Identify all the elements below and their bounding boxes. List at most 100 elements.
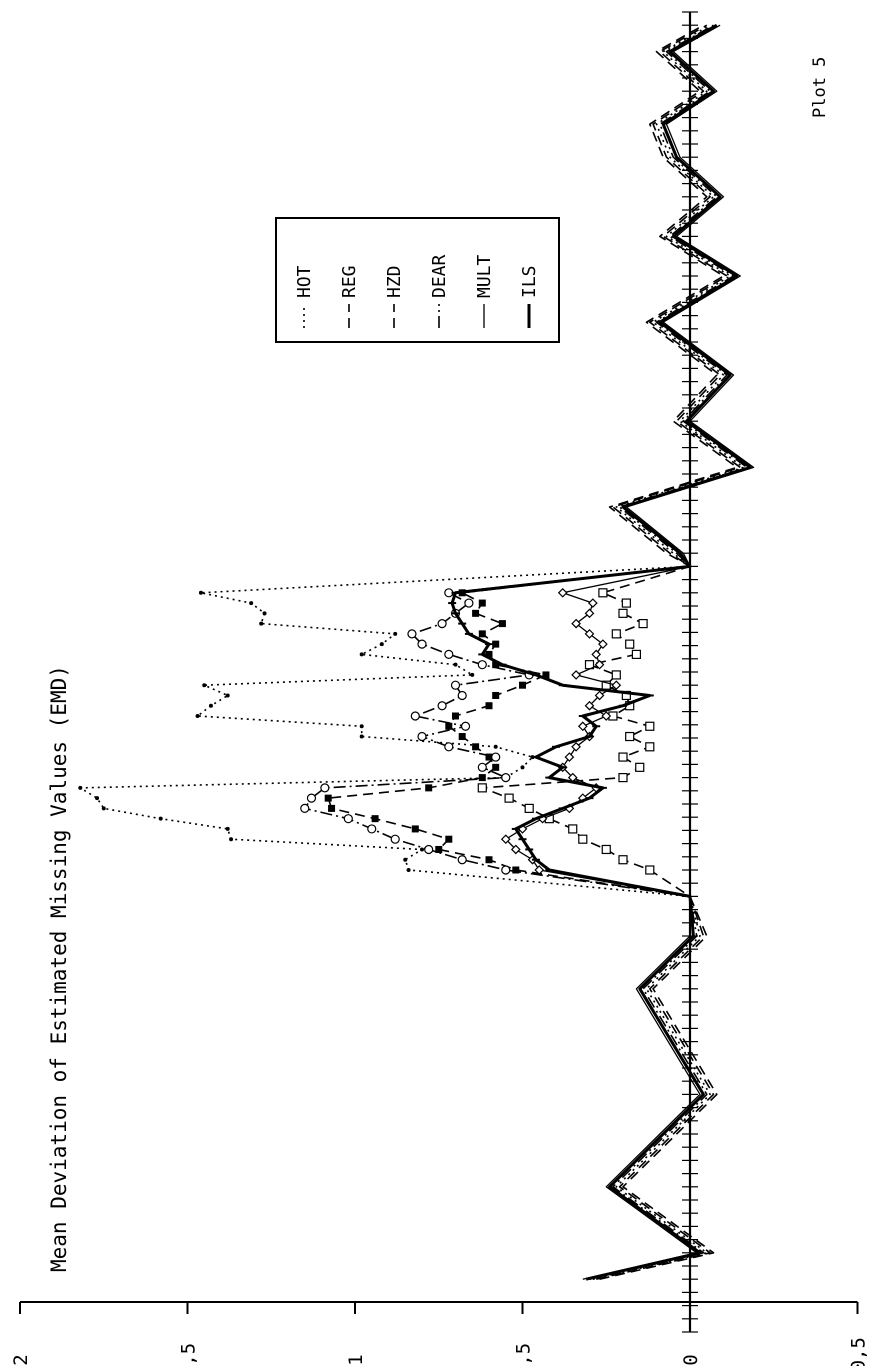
data-point <box>453 662 458 667</box>
zero-axis <box>682 11 698 1333</box>
data-point <box>437 701 447 711</box>
series-line <box>79 24 745 1280</box>
data-point <box>611 670 621 680</box>
plot-area <box>78 23 755 1281</box>
data-point <box>571 618 581 629</box>
legend-item-mult: MULT <box>474 254 495 328</box>
value-tick-label: 2 <box>10 1354 32 1365</box>
legend-item-hot: HOT <box>294 265 315 328</box>
data-point <box>460 721 471 731</box>
data-point <box>225 693 230 698</box>
data-point <box>510 844 521 855</box>
data-point <box>618 855 628 865</box>
value-axis: 2 1,5 1 0,5 0 -0,5 <box>10 1301 870 1366</box>
data-point <box>158 816 163 821</box>
data-point <box>594 659 605 670</box>
data-point <box>225 826 230 831</box>
data-point <box>478 599 486 607</box>
data-point <box>492 763 500 771</box>
data-point <box>452 712 459 720</box>
data-point <box>571 670 581 680</box>
data-point <box>300 803 310 814</box>
data-point <box>611 680 622 691</box>
data-point <box>645 865 655 875</box>
series-dear <box>300 24 748 1280</box>
data-point <box>591 649 602 660</box>
data-point <box>520 765 525 770</box>
data-point <box>445 722 453 730</box>
data-point <box>390 834 400 844</box>
legend-box <box>275 217 560 343</box>
data-point <box>477 783 487 793</box>
data-point <box>594 690 605 701</box>
series-ils <box>448 23 752 1281</box>
value-tick-label: -0,5 <box>848 1337 870 1366</box>
data-point <box>611 629 621 639</box>
data-point <box>618 772 628 783</box>
data-point <box>464 598 474 608</box>
data-point <box>631 649 642 660</box>
data-point <box>504 793 514 803</box>
legend-item-dear: DEAR <box>429 254 450 328</box>
data-point <box>635 762 645 772</box>
data-point <box>249 601 254 606</box>
data-point <box>198 590 203 595</box>
data-point <box>343 814 353 824</box>
value-tick-label: 0 <box>680 1354 702 1365</box>
data-point <box>584 700 595 711</box>
legend: HOT REG HZD DEAR MULT ILS <box>275 217 560 343</box>
data-point <box>403 857 408 862</box>
data-point <box>470 672 475 677</box>
data-point <box>621 598 631 608</box>
data-point <box>485 753 493 761</box>
data-point <box>577 721 588 732</box>
data-point <box>359 724 364 729</box>
data-point <box>485 650 493 658</box>
data-point <box>638 618 648 629</box>
data-point <box>101 806 106 811</box>
data-point <box>493 744 498 749</box>
data-point <box>645 742 655 752</box>
data-point <box>472 609 480 617</box>
data-point <box>328 804 336 812</box>
data-point <box>306 793 317 803</box>
data-point <box>512 866 520 874</box>
series-hot <box>78 24 745 1280</box>
data-point <box>406 868 411 872</box>
data-point <box>393 631 398 636</box>
data-point <box>578 834 588 844</box>
data-point <box>601 711 612 721</box>
data-point <box>500 834 511 845</box>
data-point <box>568 824 578 834</box>
data-point <box>444 742 454 752</box>
data-point <box>564 752 575 762</box>
data-point <box>457 690 467 701</box>
data-point <box>598 588 608 598</box>
data-point <box>359 652 364 657</box>
data-point <box>584 608 595 619</box>
data-point <box>478 774 486 782</box>
series-line <box>505 24 755 1280</box>
data-point <box>524 803 534 814</box>
data-point <box>584 629 595 639</box>
data-point <box>195 714 200 718</box>
data-point <box>519 681 526 689</box>
data-point <box>411 825 419 833</box>
data-point <box>417 731 427 742</box>
legend-label: HOT <box>294 265 315 298</box>
data-point <box>492 640 500 648</box>
data-point <box>478 630 486 638</box>
legend-label: HZD <box>384 265 405 298</box>
data-point <box>435 845 443 853</box>
data-point <box>379 642 384 647</box>
legend-item-ils: ILS <box>519 265 540 328</box>
data-point <box>557 587 568 598</box>
data-point <box>588 598 598 608</box>
data-point <box>618 608 628 618</box>
legend-item-reg: REG <box>339 265 360 328</box>
plot-label: Plot 5 <box>810 57 830 118</box>
value-tick-label: 0,5 <box>513 1343 535 1366</box>
data-point <box>571 741 581 752</box>
data-point <box>458 733 466 741</box>
